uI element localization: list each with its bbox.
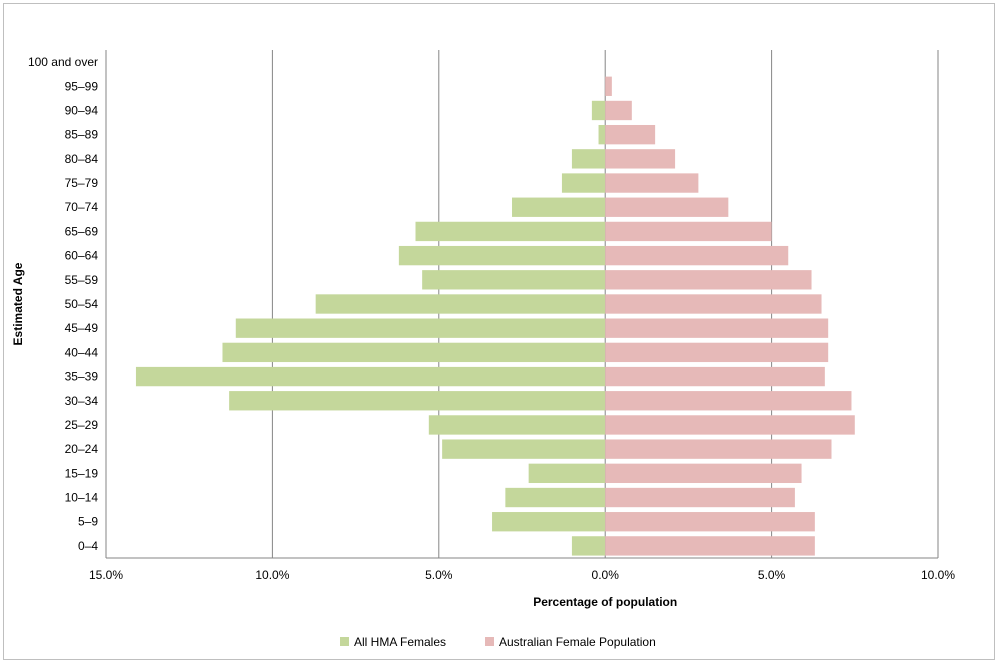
bar-aus-13 xyxy=(605,221,772,242)
bar-aus-4 xyxy=(605,439,832,459)
legend-swatch-australian-females xyxy=(485,637,494,646)
bar-aus-5 xyxy=(605,415,855,435)
bar-hma-8 xyxy=(222,342,606,363)
bar-hma-12 xyxy=(398,245,606,266)
x-tick-label-5: 10.0% xyxy=(921,568,955,582)
y-tick-label-0: 0–4 xyxy=(78,539,98,553)
bar-aus-18 xyxy=(605,100,632,121)
bar-hma-18 xyxy=(591,100,606,121)
x-tick-label-1: 10.0% xyxy=(255,568,289,582)
bar-hma-1 xyxy=(492,512,606,532)
bar-aus-2 xyxy=(605,487,795,508)
bar-aus-11 xyxy=(605,270,812,290)
legend-label-hma-females: All HMA Females xyxy=(354,635,446,649)
y-tick-label-2: 10–14 xyxy=(65,491,99,505)
bar-aus-8 xyxy=(605,342,829,363)
legend-swatch-hma-females xyxy=(340,637,349,646)
bar-hma-17 xyxy=(598,124,606,145)
y-tick-label-6: 30–34 xyxy=(65,394,99,408)
bar-aus-12 xyxy=(605,245,789,266)
bar-hma-9 xyxy=(235,318,606,338)
y-tick-label-3: 15–19 xyxy=(65,466,99,480)
y-tick-label-10: 50–54 xyxy=(65,297,99,311)
bar-hma-5 xyxy=(428,415,606,435)
bar-aus-6 xyxy=(605,391,852,411)
bar-hma-0 xyxy=(571,536,606,556)
bar-aus-17 xyxy=(605,124,656,145)
y-tick-label-4: 20–24 xyxy=(65,442,99,456)
x-axis-tick-labels: 15.0% 10.0% 5.0% 0.0% 5.0% 10.0% xyxy=(89,568,955,582)
bar-aus-16 xyxy=(605,149,676,169)
y-tick-label-19: 95–99 xyxy=(65,79,99,93)
y-tick-label-14: 70–74 xyxy=(65,200,99,214)
bar-hma-11 xyxy=(422,270,606,290)
bar-aus-10 xyxy=(605,294,822,314)
y-tick-label-7: 35–39 xyxy=(65,370,99,384)
y-tick-label-9: 45–49 xyxy=(65,321,99,335)
x-tick-label-0: 15.0% xyxy=(89,568,123,582)
x-tick-label-2: 5.0% xyxy=(425,568,453,582)
bar-hma-14 xyxy=(512,197,606,217)
y-tick-label-15: 75–79 xyxy=(65,176,99,190)
y-tick-label-12: 60–64 xyxy=(65,249,99,263)
y-tick-label-11: 55–59 xyxy=(65,273,99,287)
bar-aus-9 xyxy=(605,318,829,338)
bars xyxy=(135,76,855,556)
bar-hma-3 xyxy=(528,463,606,484)
y-axis-tick-labels: 0–4 5–9 10–14 15–19 20–24 25–29 30–34 35–39 40–4… xyxy=(28,55,98,553)
bar-aus-15 xyxy=(605,173,699,193)
bar-aus-3 xyxy=(605,463,802,484)
bar-aus-1 xyxy=(605,512,815,532)
y-axis-title: Estimated Age xyxy=(11,262,25,345)
bar-hma-10 xyxy=(315,294,606,314)
x-tick-label-4: 5.0% xyxy=(758,568,786,582)
legend: All HMA Females Australian Female Popula… xyxy=(340,635,656,649)
y-tick-label-16: 80–84 xyxy=(65,152,99,166)
x-axis-title: Percentage of population xyxy=(533,595,677,609)
y-tick-label-1: 5–9 xyxy=(78,515,98,529)
y-tick-label-20: 100 and over xyxy=(28,55,98,69)
bar-hma-6 xyxy=(229,391,606,411)
bar-hma-4 xyxy=(442,439,606,459)
bar-aus-14 xyxy=(605,197,729,217)
bar-hma-16 xyxy=(571,149,606,169)
bar-hma-7 xyxy=(135,366,606,387)
bar-hma-15 xyxy=(561,173,606,193)
y-tick-label-13: 65–69 xyxy=(65,224,99,238)
y-tick-label-8: 40–44 xyxy=(65,345,99,359)
y-tick-label-17: 85–89 xyxy=(65,128,99,142)
y-tick-label-18: 90–94 xyxy=(65,103,99,117)
x-tick-label-3: 0.0% xyxy=(592,568,620,582)
y-tick-label-5: 25–29 xyxy=(65,418,99,432)
bar-hma-13 xyxy=(415,221,606,242)
bar-aus-7 xyxy=(605,366,825,387)
bar-hma-2 xyxy=(505,487,606,508)
bar-aus-0 xyxy=(605,536,815,556)
bar-aus-19 xyxy=(605,76,612,96)
legend-label-australian-females: Australian Female Population xyxy=(499,635,656,649)
